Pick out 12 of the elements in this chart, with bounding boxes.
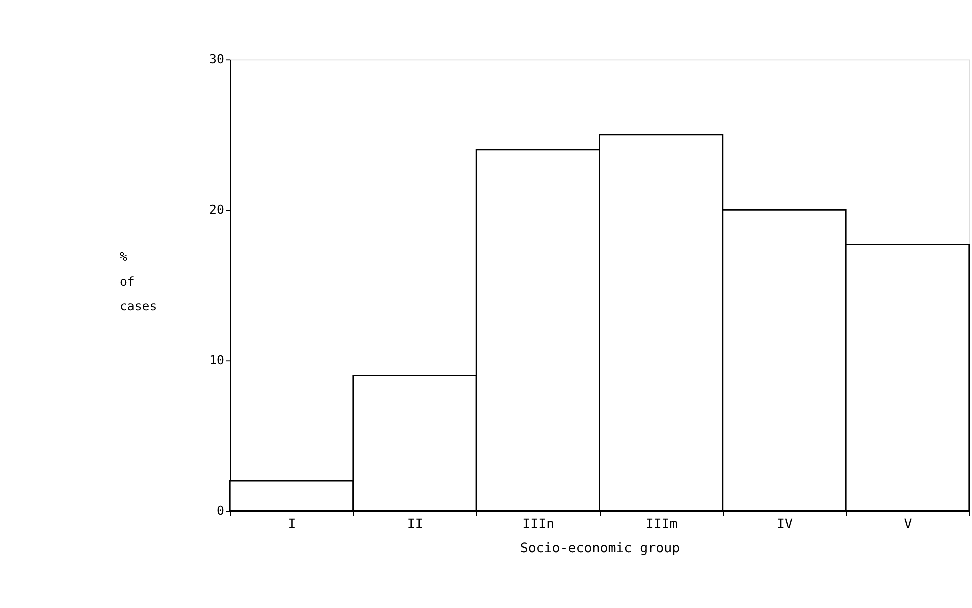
x-tick-label: IIIm	[646, 517, 678, 532]
y-axis-title: % of cases	[120, 249, 158, 314]
x-tick-label: II	[407, 517, 424, 532]
x-tick-label: I	[288, 517, 296, 532]
y-tick-label: 10	[210, 352, 224, 368]
y-tick-label: 20	[210, 202, 224, 218]
x-tick-label: IV	[777, 517, 793, 532]
x-tick-label: V	[904, 517, 912, 532]
y-tick-label: 0	[216, 503, 224, 518]
y-tick-label: 30	[210, 52, 224, 67]
x-axis-title: Socio-economic group	[520, 541, 680, 556]
x-tick-label: IIIn	[522, 517, 555, 532]
